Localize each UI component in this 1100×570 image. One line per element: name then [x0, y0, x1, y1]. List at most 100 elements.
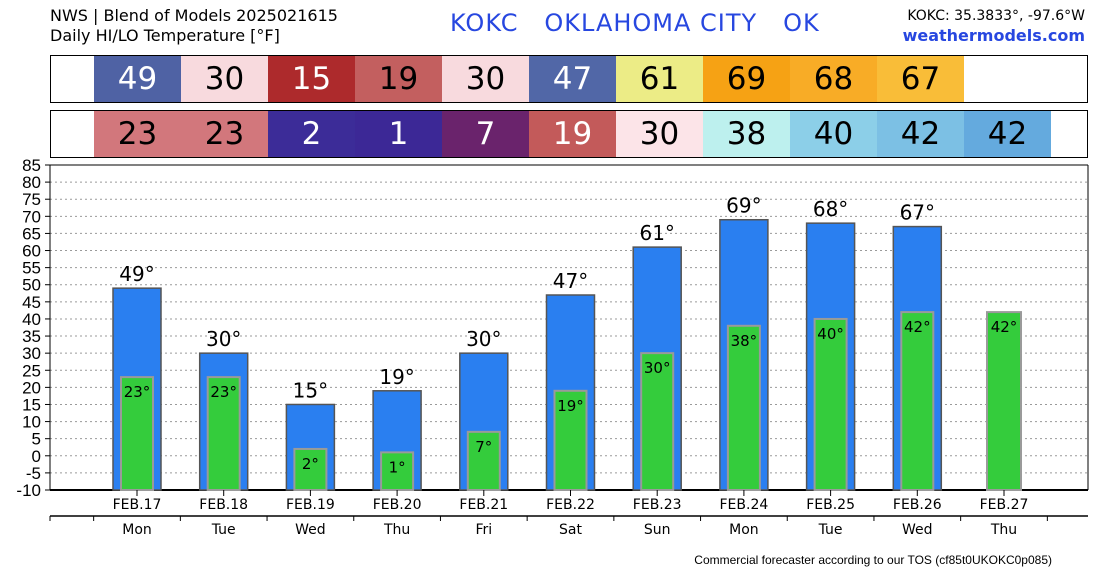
low-temp-label: 23°	[124, 383, 151, 401]
low-temp-cell: 23	[94, 111, 181, 157]
site-link[interactable]: weathermodels.com	[902, 26, 1085, 45]
high-temp-cell: 19	[355, 56, 442, 102]
y-tick-label: 85	[22, 156, 41, 175]
weekday-label: Fri	[475, 522, 492, 538]
y-tick-label: 80	[22, 173, 41, 192]
weekday-label: Sun	[644, 522, 671, 538]
low-temp-bar	[120, 376, 154, 491]
header-right: KOKC: 35.3833°, -97.6°W weathermodels.co…	[903, 6, 1085, 46]
low-temp-label: 30°	[644, 359, 671, 377]
station-coords: KOKC: 35.3833°, -97.6°W	[907, 8, 1085, 24]
high-temp-strip: 49 30 15 19 30 47 61 69 68 67	[50, 55, 1088, 103]
low-temp-cell: 42	[964, 111, 1051, 157]
high-temp-cell: 30	[181, 56, 268, 102]
low-temp-bar	[900, 311, 935, 491]
low-temp-label: 23°	[210, 383, 237, 401]
y-tick-label: 50	[22, 276, 41, 295]
high-temp-cell: 49	[94, 56, 181, 102]
low-temp-cell: 23	[181, 111, 268, 157]
weekday-label: Wed	[295, 522, 326, 538]
high-temp-cell: 67	[877, 56, 964, 102]
weekday-label: Mon	[729, 522, 759, 538]
weekday-label: Thu	[383, 522, 410, 538]
chart-subtitle: Daily HI/LO Temperature [°F]	[50, 26, 280, 45]
high-temp-cell: 61	[616, 56, 703, 102]
high-temp-label: 68°	[813, 197, 848, 221]
y-tick-label: 55	[22, 259, 41, 278]
y-tick-label: 20	[22, 378, 41, 397]
x-tick-label: FEB.21	[459, 497, 508, 513]
high-temp-cell: 69	[703, 56, 790, 102]
low-temp-cell: 30	[616, 111, 703, 157]
low-temp-label: 38°	[731, 332, 758, 350]
high-temp-label: 30°	[466, 327, 501, 351]
weekday-label: Tue	[211, 522, 236, 538]
model-title: NWS | Blend of Models 2025021615	[50, 6, 338, 25]
high-temp-label: 47°	[553, 269, 588, 293]
low-temp-label: 19°	[557, 397, 584, 415]
low-temp-label: 2°	[302, 455, 319, 473]
low-temp-bar	[380, 451, 415, 491]
y-tick-label: 65	[22, 224, 41, 243]
y-tick-label: 25	[22, 361, 41, 380]
low-temp-bar	[466, 430, 501, 491]
low-temp-bar	[813, 317, 848, 491]
y-tick-label: 40	[22, 310, 41, 329]
high-temp-label: 15°	[293, 378, 328, 402]
low-temp-cell: 2	[268, 111, 355, 157]
weekday-label: Thu	[990, 522, 1017, 538]
low-temp-label: 1°	[389, 458, 406, 476]
low-temp-bar	[640, 352, 675, 491]
y-tick-label: 10	[22, 413, 41, 432]
low-temp-bar	[206, 376, 241, 491]
weekday-label: Wed	[902, 522, 933, 538]
x-tick-label: FEB.23	[633, 497, 682, 513]
weekday-label: Tue	[818, 522, 843, 538]
y-tick-label: 0	[32, 447, 41, 466]
y-tick-label: 70	[22, 207, 41, 226]
weekday-label: Mon	[122, 522, 152, 538]
low-temp-cell: 7	[442, 111, 529, 157]
x-tick-label: FEB.22	[546, 497, 595, 513]
low-temp-label: 42°	[904, 318, 931, 336]
low-temp-bar	[553, 389, 588, 491]
weekday-label: Sat	[559, 522, 582, 538]
high-temp-cell: 47	[529, 56, 616, 102]
x-tick-label: FEB.17	[113, 497, 162, 513]
low-temp-strip: 23 23 2 1 7 19 30 38 40 42 42	[50, 110, 1088, 158]
x-tick-label: FEB.24	[720, 497, 769, 513]
y-tick-label: 60	[22, 242, 41, 261]
high-temp-label: 49°	[119, 262, 154, 286]
y-tick-label: 5	[32, 430, 41, 449]
low-temp-label: 7°	[475, 438, 492, 456]
low-temp-bar	[986, 311, 1022, 491]
y-tick-label: 15	[22, 395, 41, 414]
x-tick-label: FEB.20	[373, 497, 422, 513]
high-temp-label: 69°	[726, 194, 761, 218]
high-temp-label: 67°	[900, 201, 935, 225]
low-temp-label: 42°	[991, 318, 1018, 336]
y-tick-label: -5	[26, 464, 41, 483]
low-temp-cell: 19	[529, 111, 616, 157]
y-tick-label: 35	[22, 327, 41, 346]
high-temp-cell: 15	[268, 56, 355, 102]
low-temp-label: 40°	[817, 325, 844, 343]
x-tick-label: FEB.27	[980, 497, 1029, 513]
high-temp-cell: 30	[442, 56, 529, 102]
x-tick-label: FEB.19	[286, 497, 335, 513]
high-temp-label: 61°	[639, 221, 674, 245]
low-temp-cell: 38	[703, 111, 790, 157]
header-left: NWS | Blend of Models 2025021615 Daily H…	[50, 6, 338, 46]
station-title: KOKC OKLAHOMA CITY OK	[450, 9, 820, 37]
high-temp-cell: 68	[790, 56, 877, 102]
low-temp-cell: 1	[355, 111, 442, 157]
low-temp-cell: 42	[877, 111, 964, 157]
low-temp-cell: 40	[790, 111, 877, 157]
y-tick-label: 75	[22, 190, 41, 209]
x-tick-label: FEB.26	[893, 497, 942, 513]
low-temp-bar	[726, 324, 761, 491]
high-temp-label: 19°	[379, 365, 414, 389]
y-tick-label: 30	[22, 344, 41, 363]
y-tick-label: 45	[22, 293, 41, 312]
